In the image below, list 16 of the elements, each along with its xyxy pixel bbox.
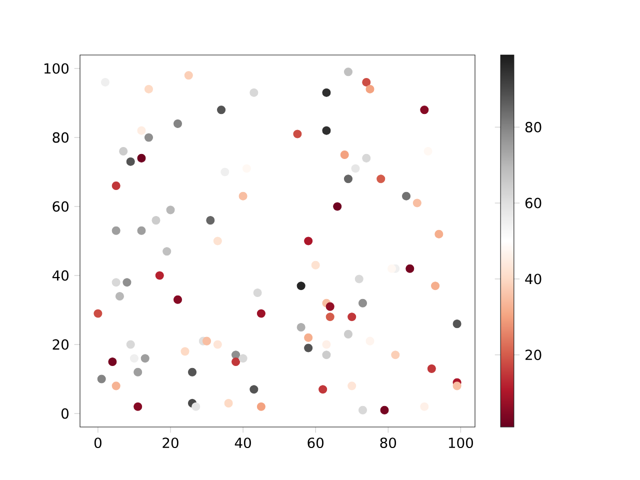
y-tick-label: 20: [52, 339, 68, 350]
y-tick-label: 0: [62, 408, 69, 419]
x-tick-label: 60: [308, 438, 324, 448]
x-tick-label: 40: [234, 438, 251, 448]
x-tick-label: 80: [380, 438, 396, 448]
color-bar-label: 60: [525, 198, 542, 208]
color-bar-label: 20: [526, 350, 542, 360]
y-tick-label: 60: [52, 201, 68, 212]
x-tick-label: 20: [162, 438, 178, 448]
x-tick-label: 0: [94, 438, 102, 448]
y-tick-label: 40: [52, 270, 68, 281]
x-tick-label: 100: [448, 438, 473, 448]
y-tick-label: 100: [44, 63, 68, 74]
color-bar-label: 40: [525, 274, 542, 284]
color-bar-label: 80: [525, 122, 542, 132]
y-tick-label: 80: [52, 132, 68, 143]
